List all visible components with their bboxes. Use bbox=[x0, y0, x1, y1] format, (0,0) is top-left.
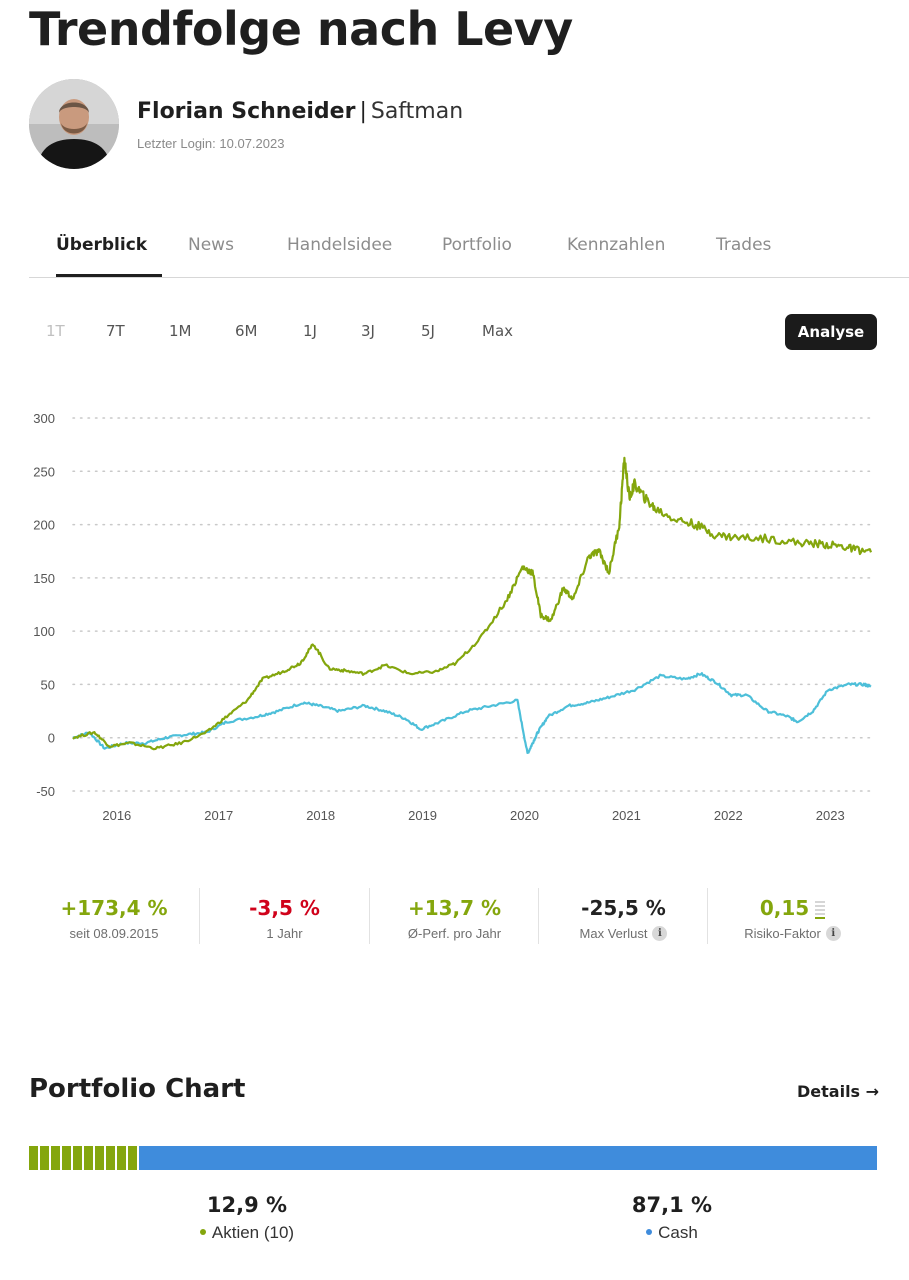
allocation-cash: 87,1 % Cash bbox=[572, 1193, 772, 1243]
stock-segment bbox=[95, 1146, 104, 1170]
y-tick-label: 0 bbox=[48, 731, 55, 746]
allocation-cash-label: Cash bbox=[658, 1223, 698, 1242]
x-tick-label: 2023 bbox=[816, 808, 845, 823]
x-tick-label: 2019 bbox=[408, 808, 437, 823]
y-tick-label: 50 bbox=[41, 677, 55, 692]
portfolio-chart-title: Portfolio Chart bbox=[29, 1074, 246, 1104]
user-full-name[interactable]: Florian Schneider bbox=[137, 99, 356, 124]
stock-segment bbox=[117, 1146, 126, 1170]
active-tab-indicator bbox=[56, 274, 162, 277]
stock-segment bbox=[128, 1146, 137, 1170]
stock-segment bbox=[29, 1146, 38, 1170]
stat-risk-factor: 0,15 Risiko-Faktor i bbox=[707, 888, 877, 944]
stat-total-performance: +173,4 % seit 08.09.2015 bbox=[29, 888, 199, 944]
risk-level-icon bbox=[815, 900, 826, 919]
risk-bar bbox=[815, 904, 826, 907]
info-icon[interactable]: i bbox=[652, 926, 668, 941]
stat-label: Ø-Perf. pro Jahr bbox=[407, 926, 502, 941]
stock-segment bbox=[62, 1146, 71, 1170]
x-tick-label: 2016 bbox=[102, 808, 131, 823]
stat-avg-performance: +13,7 % Ø-Perf. pro Jahr bbox=[369, 888, 539, 944]
risk-bar bbox=[815, 900, 826, 903]
y-tick-label: 150 bbox=[33, 571, 55, 586]
stocks-dot-icon bbox=[199, 1228, 206, 1235]
avatar-photo bbox=[29, 79, 119, 169]
stat-label: Risiko-Faktor bbox=[744, 926, 821, 941]
range-1m[interactable]: 1M bbox=[169, 322, 192, 340]
stat-value: 0,15 bbox=[759, 896, 810, 920]
info-icon[interactable]: i bbox=[825, 926, 841, 941]
stat-max-loss: -25,5 % Max Verlust i bbox=[538, 888, 708, 944]
range-max[interactable]: Max bbox=[482, 322, 514, 340]
allocation-cash-segment bbox=[139, 1146, 877, 1170]
range-3j[interactable]: 3J bbox=[361, 322, 375, 340]
x-axis-ticks: 2016 2017 2018 2019 2020 2021 2022 2023 bbox=[102, 808, 844, 823]
stock-segment bbox=[84, 1146, 93, 1170]
y-axis-ticks: 300 250 200 150 100 50 0 -50 bbox=[33, 411, 55, 799]
risk-bar bbox=[815, 916, 826, 919]
tab-news[interactable]: News bbox=[188, 235, 234, 255]
y-tick-label: -50 bbox=[36, 784, 55, 799]
avatar[interactable] bbox=[29, 79, 119, 169]
name-separator: | bbox=[359, 99, 367, 124]
risk-bar bbox=[815, 912, 826, 915]
series-line bbox=[72, 456, 873, 751]
allocation-stocks-segment bbox=[29, 1146, 137, 1170]
tab-trades[interactable]: Trades bbox=[716, 235, 772, 255]
stock-segment bbox=[106, 1146, 115, 1170]
allocation-cash-pct: 87,1 % bbox=[631, 1193, 713, 1217]
stat-label: Max Verlust bbox=[579, 926, 648, 941]
tab-bar: Überblick News Handelsidee Portfolio Ken… bbox=[29, 222, 909, 278]
stat-value: -25,5 % bbox=[581, 896, 666, 920]
stats-row: +173,4 % seit 08.09.2015 -3,5 % 1 Jahr +… bbox=[29, 888, 877, 944]
x-tick-label: 2022 bbox=[714, 808, 743, 823]
stock-segment bbox=[40, 1146, 49, 1170]
allocation-stocks-pct: 12,9 % bbox=[206, 1193, 288, 1217]
x-tick-label: 2018 bbox=[306, 808, 335, 823]
y-tick-label: 200 bbox=[33, 518, 55, 533]
y-tick-label: 300 bbox=[33, 411, 55, 426]
range-1j[interactable]: 1J bbox=[303, 322, 317, 340]
user-name-line: Florian Schneider | Saftman bbox=[137, 99, 463, 124]
series-line bbox=[72, 672, 872, 754]
page-title: Trendfolge nach Levy bbox=[29, 2, 573, 56]
last-login: Letzter Login: 10.07.2023 bbox=[137, 136, 285, 151]
stat-value: +13,7 % bbox=[407, 896, 502, 920]
stat-value: -3,5 % bbox=[249, 896, 320, 920]
tab-handelsidee[interactable]: Handelsidee bbox=[287, 235, 393, 255]
range-7t[interactable]: 7T bbox=[106, 322, 125, 340]
analyse-button[interactable]: Analyse bbox=[785, 314, 877, 350]
chart-grid bbox=[72, 417, 872, 792]
risk-bar bbox=[815, 908, 826, 911]
tab-portfolio[interactable]: Portfolio bbox=[442, 235, 512, 255]
x-tick-label: 2020 bbox=[510, 808, 539, 823]
chart-series bbox=[72, 456, 873, 754]
stat-one-year: -3,5 % 1 Jahr bbox=[199, 888, 369, 944]
tab-kennzahlen[interactable]: Kennzahlen bbox=[567, 235, 666, 255]
stat-label: seit 08.09.2015 bbox=[69, 926, 159, 941]
cash-dot-icon bbox=[646, 1228, 653, 1235]
y-tick-label: 250 bbox=[33, 464, 55, 479]
stat-label: 1 Jahr bbox=[266, 926, 303, 941]
x-tick-label: 2021 bbox=[612, 808, 641, 823]
stock-segment bbox=[73, 1146, 82, 1170]
range-1t: 1T bbox=[46, 322, 65, 340]
user-nickname[interactable]: Saftman bbox=[370, 99, 464, 124]
stock-segment bbox=[51, 1146, 60, 1170]
allocation-stocks: 12,9 % Aktien (10) bbox=[147, 1193, 347, 1243]
x-tick-label: 2017 bbox=[204, 808, 233, 823]
y-tick-label: 100 bbox=[33, 624, 55, 639]
details-link[interactable]: Details → bbox=[797, 1082, 880, 1101]
range-5j[interactable]: 5J bbox=[421, 322, 435, 340]
allocation-bar[interactable] bbox=[29, 1146, 877, 1170]
range-6m[interactable]: 6M bbox=[235, 322, 258, 340]
stat-value: +173,4 % bbox=[60, 896, 168, 920]
tab-ueberblick[interactable]: Überblick bbox=[56, 235, 148, 255]
allocation-stocks-label: Aktien (10) bbox=[211, 1223, 295, 1242]
